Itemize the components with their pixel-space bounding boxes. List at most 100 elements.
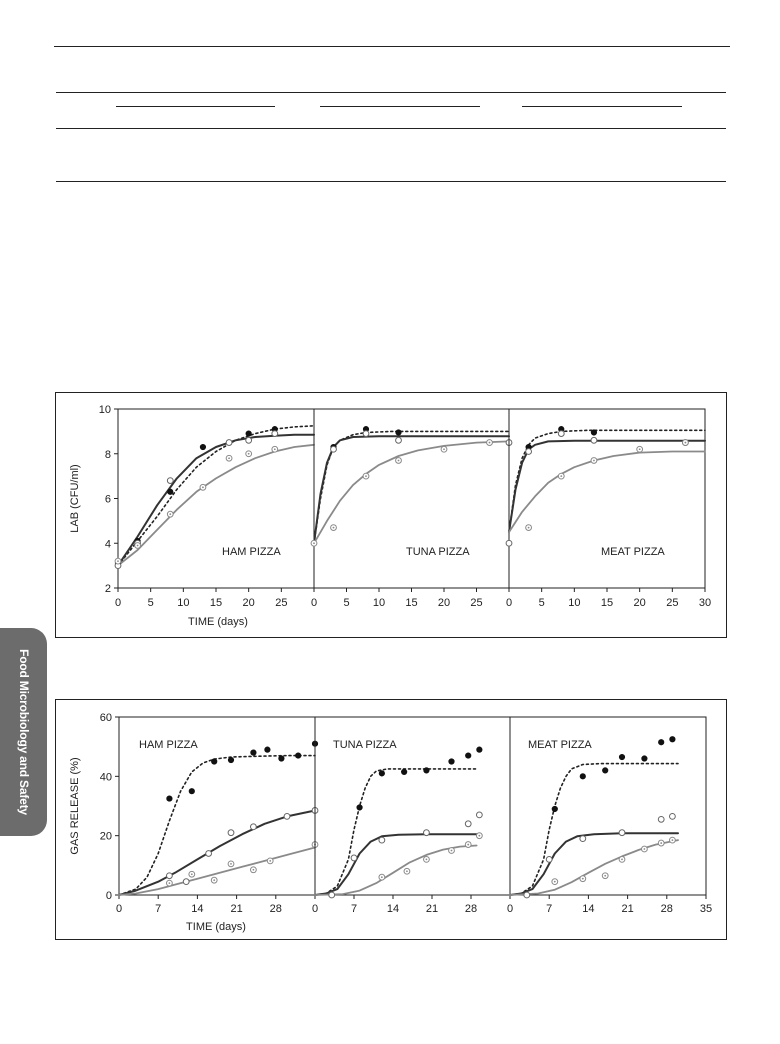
lab-point-open	[245, 436, 253, 444]
gas-xtick-label: 0	[116, 903, 122, 915]
lab-point-filled	[167, 488, 174, 495]
gas-point-filled	[669, 736, 676, 743]
gas-point-dotted-center	[643, 848, 646, 850]
gas-curve-solid-dark	[118, 809, 316, 896]
lab-point-open	[330, 445, 337, 453]
gas-point-dotted-center	[190, 873, 193, 876]
lab-point-filled	[590, 429, 598, 436]
lab-xtick-label: 0	[115, 597, 121, 609]
gas-point-filled	[579, 773, 586, 780]
gas-point-dotted-center	[467, 843, 470, 846]
table-bottom-rule	[56, 181, 726, 182]
lab-curve-solid-dark	[117, 433, 315, 567]
lab-xtick-label: 20	[243, 597, 255, 609]
lab-point-dotted-center	[397, 459, 400, 462]
gas-point-open	[328, 891, 336, 899]
gas-ytick-label: 60	[100, 712, 112, 724]
lab-point-dotted-center	[527, 526, 530, 529]
lab-xtick-label: 5	[539, 597, 545, 609]
lab-curve-dotted	[508, 429, 706, 533]
gas-y-axis-label: GAS RELEASE (%)	[69, 757, 81, 854]
gas-point-open	[166, 872, 173, 880]
gas-xtick-label: 21	[426, 903, 438, 915]
gas-point-open	[579, 835, 587, 843]
gas-point-open	[283, 812, 291, 820]
lab-point-filled	[199, 443, 207, 451]
header-rule	[54, 46, 730, 47]
gas-xtick-label: 28	[270, 903, 282, 915]
gas-point-dotted-center	[478, 834, 481, 837]
gas-point-filled	[166, 795, 173, 802]
lab-xtick-label: 30	[699, 597, 711, 609]
lab-panel-title: HAM PIZZA	[222, 546, 281, 558]
table-top-rule	[56, 92, 726, 93]
lab-xtick-label: 15	[601, 597, 613, 609]
section-side-tab: Food Microbiology and Safety	[0, 628, 47, 836]
lab-xtick-label: 10	[568, 597, 580, 609]
lab-point-dotted-center	[247, 452, 250, 455]
gas-point-filled	[250, 749, 257, 756]
lab-point-dotted-center	[202, 486, 204, 489]
lab-point-open	[525, 448, 533, 455]
gas-point-filled	[401, 768, 408, 775]
lab-point-open	[362, 430, 370, 438]
gas-point-dotted-center	[553, 880, 556, 883]
gas-point-filled	[295, 752, 302, 759]
gas-point-filled	[465, 752, 472, 759]
lab-point-dotted-center	[443, 448, 445, 451]
gas-point-dotted-center	[252, 868, 255, 871]
gas-point-open	[545, 856, 553, 863]
table-group-rule-3	[522, 106, 682, 107]
gas-xtick-label: 28	[465, 903, 477, 915]
lab-point-open	[271, 430, 279, 438]
lab-point-dotted-center	[365, 475, 367, 478]
gas-xtick-label: 21	[621, 903, 633, 915]
lab-xtick-label: 20	[634, 597, 646, 609]
lab-point-dotted-center	[117, 560, 119, 563]
gas-point-dotted-center	[380, 876, 383, 879]
lab-point-open	[395, 436, 402, 444]
table-header-rule	[56, 128, 726, 129]
gas-panel-2: 0 7 14 21 28 TUNA PIZZA	[312, 717, 483, 915]
gas-point-open	[350, 854, 358, 862]
lab-xtick-label: 15	[405, 597, 417, 609]
gas-point-dotted-center	[406, 870, 408, 873]
lab-curve-dotted	[313, 430, 510, 545]
lab-xtick-label: 0	[506, 597, 512, 609]
lab-xtick-label: 0	[311, 597, 317, 609]
side-tab-label: Food Microbiology and Safety	[16, 649, 31, 815]
lab-point-open	[557, 430, 565, 438]
gas-xtick-label: 7	[546, 903, 552, 915]
lab-xtick-label: 25	[470, 597, 482, 609]
gas-xtick-label: 14	[582, 903, 594, 915]
gas-point-filled	[188, 788, 195, 795]
lab-point-dotted-center	[169, 513, 172, 516]
lab-panel-3: 0 5 10 15 20 25 30 MEAT PIZZA	[505, 409, 711, 609]
gas-point-filled	[641, 755, 648, 762]
gas-xtick-label: 0	[312, 903, 318, 915]
gas-point-dotted-center	[213, 879, 216, 882]
gas-point-dotted-center	[269, 859, 272, 862]
gas-xtick-label: 14	[191, 903, 203, 915]
lab-curve-solid-dark	[508, 439, 706, 534]
table-group-rule-2	[320, 106, 480, 107]
gas-panel-title: HAM PIZZA	[139, 739, 198, 751]
gas-point-open	[378, 836, 386, 844]
gas-xtick-label: 21	[230, 903, 242, 915]
lab-curve-solid-light	[508, 450, 706, 533]
lab-figure-frame: 2 4 6 8 10 LAB (CFU/ml) TIME (days) 0 5 10 15 20 25 H…	[55, 392, 727, 638]
gas-curve-solid-dark	[314, 833, 478, 896]
gas-point-filled	[618, 753, 626, 761]
gas-point-filled	[602, 767, 609, 774]
lab-point-dotted-center	[228, 457, 230, 460]
lab-point-dotted-center	[488, 441, 491, 444]
lab-point-dotted-center	[560, 475, 563, 478]
lab-xtick-label: 25	[666, 597, 678, 609]
lab-point-dotted-center	[684, 441, 687, 444]
gas-curve-dotted	[509, 762, 679, 896]
gas-point-filled	[423, 767, 430, 774]
lab-point-open	[166, 477, 174, 484]
lab-point-dotted-center	[273, 448, 276, 451]
lab-panel-1: 0 5 10 15 20 25 HAM PIZZA	[114, 425, 315, 609]
gas-point-open	[669, 812, 676, 820]
